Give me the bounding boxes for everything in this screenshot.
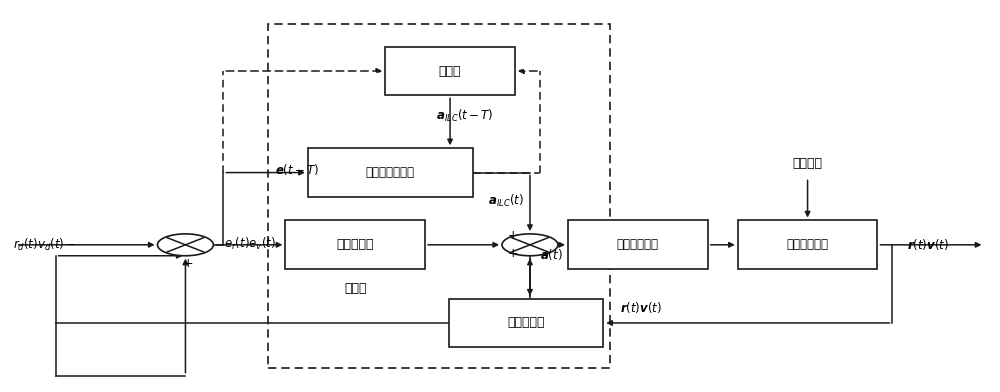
Text: 外界干扰: 外界干扰 (793, 158, 823, 171)
Text: $\boldsymbol{r_d}(t)\boldsymbol{v_d}(t) -$: $\boldsymbol{r_d}(t)\boldsymbol{v_d}(t) … (13, 237, 76, 253)
Text: 反馈控制器: 反馈控制器 (336, 238, 374, 251)
Text: $\boldsymbol{a}_{ILC}(t)$: $\boldsymbol{a}_{ILC}(t)$ (488, 192, 524, 209)
Text: 存储器: 存储器 (439, 65, 461, 78)
Text: $\boldsymbol{r}(t)\boldsymbol{v}(t)$: $\boldsymbol{r}(t)\boldsymbol{v}(t)$ (907, 237, 949, 252)
FancyBboxPatch shape (385, 47, 515, 95)
Text: $\boldsymbol{a}(t)$: $\boldsymbol{a}(t)$ (540, 247, 563, 262)
Text: +: + (508, 247, 518, 260)
FancyBboxPatch shape (308, 148, 473, 197)
Text: $\boldsymbol{a}_{ILC}(t-T)$: $\boldsymbol{a}_{ILC}(t-T)$ (436, 107, 494, 123)
Text: $\boldsymbol{e_r}(t)\boldsymbol{e_v}(t)$: $\boldsymbol{e_r}(t)\boldsymbol{e_v}(t)$ (224, 236, 276, 252)
Text: +: + (508, 229, 518, 241)
FancyBboxPatch shape (449, 299, 603, 347)
Text: $\boldsymbol{r}(t)\boldsymbol{v}(t)$: $\boldsymbol{r}(t)\boldsymbol{v}(t)$ (620, 300, 662, 315)
FancyBboxPatch shape (285, 220, 425, 269)
Circle shape (502, 234, 558, 256)
Text: 扰动观测器: 扰动观测器 (507, 316, 545, 329)
Text: $\boldsymbol{e}(t-T)$: $\boldsymbol{e}(t-T)$ (275, 162, 320, 177)
Circle shape (157, 234, 213, 256)
Text: 迭代学习控制器: 迭代学习控制器 (366, 166, 415, 179)
Text: +: + (183, 257, 194, 270)
Text: 伪速率调制器: 伪速率调制器 (617, 238, 659, 251)
FancyBboxPatch shape (738, 220, 877, 269)
FancyBboxPatch shape (568, 220, 708, 269)
Text: 小天体探测器: 小天体探测器 (787, 238, 829, 251)
Text: 控制器: 控制器 (344, 283, 366, 296)
